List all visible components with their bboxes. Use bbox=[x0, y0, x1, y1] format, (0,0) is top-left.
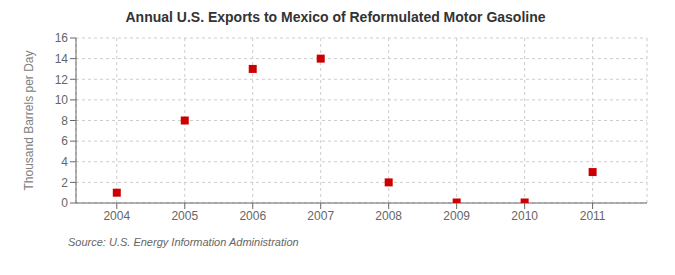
svg-text:2006: 2006 bbox=[239, 209, 266, 223]
svg-text:4: 4 bbox=[61, 155, 68, 169]
svg-text:8: 8 bbox=[61, 114, 68, 128]
svg-text:16: 16 bbox=[55, 31, 69, 45]
svg-text:2007: 2007 bbox=[307, 209, 334, 223]
svg-text:6: 6 bbox=[61, 134, 68, 148]
html-text:Source: U.S. Energy Informatio: Source: U.S. Energy Information Administ… bbox=[68, 236, 299, 248]
svg-text:0: 0 bbox=[61, 196, 68, 210]
svg-text:2011: 2011 bbox=[580, 209, 606, 223]
svg-text:12: 12 bbox=[55, 73, 69, 87]
svg-text:2004: 2004 bbox=[103, 209, 130, 223]
svg-text:Thousand Barrels per Day: Thousand Barrels per Day bbox=[22, 50, 36, 190]
svg-text:10: 10 bbox=[55, 93, 69, 107]
svg-text:2009: 2009 bbox=[443, 209, 470, 223]
svg-text:2: 2 bbox=[61, 176, 68, 190]
html-text:Annual U.S. Exports to Mexico: Annual U.S. Exports to Mexico of Reformu… bbox=[125, 9, 546, 25]
svg-text:2008: 2008 bbox=[375, 209, 402, 223]
svg-text:2005: 2005 bbox=[171, 209, 198, 223]
svg-text:2010: 2010 bbox=[511, 209, 538, 223]
svg-text:14: 14 bbox=[55, 52, 69, 66]
